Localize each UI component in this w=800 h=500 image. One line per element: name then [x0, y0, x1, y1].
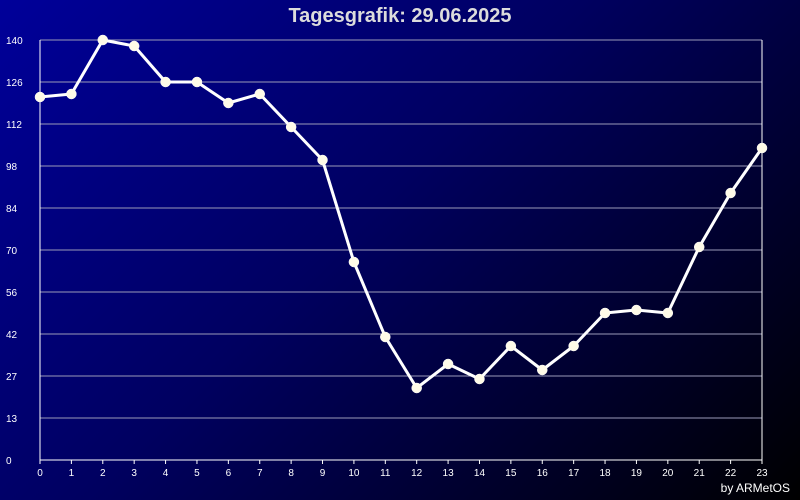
data-point: [725, 187, 736, 199]
x-tick-label: 23: [756, 468, 768, 479]
data-point: [128, 40, 140, 52]
y-tick-label: 140: [6, 36, 23, 47]
data-point: [631, 304, 642, 316]
data-point: [756, 142, 768, 154]
x-tick-label: 15: [505, 468, 517, 479]
data-point: [442, 358, 454, 370]
y-tick-label: 13: [6, 414, 18, 425]
data-point: [348, 256, 360, 268]
y-tick-label: 56: [6, 288, 18, 299]
data-point: [191, 76, 203, 88]
data-point: [662, 307, 674, 319]
x-tick-label: 10: [348, 468, 360, 479]
data-point: [693, 241, 705, 253]
credit-label: by ARMetOS: [720, 481, 790, 495]
x-tick-label: 17: [568, 468, 580, 479]
chart-title: Tagesgrafik: 29.06.2025: [288, 5, 512, 27]
x-tick-label: 13: [443, 468, 455, 479]
data-point: [505, 340, 517, 352]
x-tick-label: 5: [194, 468, 200, 479]
data-point: [537, 364, 548, 376]
x-tick-label: 11: [380, 468, 391, 479]
y-tick-labels: 0 13 27 42 56 70 84 98 112 126 140: [6, 36, 23, 467]
y-tick-label: 126: [6, 78, 23, 89]
data-point: [380, 331, 391, 343]
x-tick-label: 18: [599, 468, 611, 479]
x-tick-label: 9: [320, 468, 326, 479]
y-tick-label: 98: [6, 162, 18, 173]
data-point: [254, 88, 265, 100]
x-tick-label: 16: [537, 468, 549, 479]
series-line: [39, 38, 764, 390]
y-tick-label: 112: [6, 120, 22, 131]
x-tick-label: 7: [257, 468, 263, 479]
y-tick-label: 27: [6, 372, 18, 383]
x-tick-label: 4: [163, 468, 169, 479]
x-tick-label: 6: [226, 468, 232, 479]
data-point: [160, 76, 171, 88]
data-point: [97, 34, 109, 46]
data-point: [34, 91, 46, 103]
y-tick-label: 0: [6, 456, 12, 467]
data-point: [285, 121, 297, 133]
x-tick-label: 14: [474, 468, 486, 479]
x-tick-label: 20: [662, 468, 674, 479]
data-point: [223, 97, 234, 109]
x-tick-label: 8: [288, 468, 294, 479]
x-tick-label: 22: [725, 468, 737, 479]
x-tick-label: 3: [131, 468, 137, 479]
x-tick-label: 1: [69, 468, 75, 479]
x-tick-label: 19: [631, 468, 643, 479]
x-tick-label: 21: [694, 468, 706, 479]
data-point: [568, 340, 579, 352]
series-layer: [34, 34, 768, 394]
x-tick-labels: 0 1 2 3 4 5 6 7 8 9 10 11 12 13 14 15 16 17 18 19 20 21 22 23: [37, 468, 768, 479]
data-point: [66, 88, 77, 100]
data-point: [411, 382, 422, 394]
y-tick-label: 70: [6, 246, 18, 257]
x-tick-label: 0: [37, 468, 43, 479]
axes: [39, 40, 763, 464]
x-tick-label: 12: [411, 468, 423, 479]
y-tick-label: 84: [6, 204, 18, 215]
data-point: [474, 373, 485, 385]
y-tick-label: 42: [6, 330, 18, 341]
data-point: [317, 154, 328, 166]
data-point: [599, 307, 611, 319]
x-tick-label: 2: [100, 468, 106, 479]
